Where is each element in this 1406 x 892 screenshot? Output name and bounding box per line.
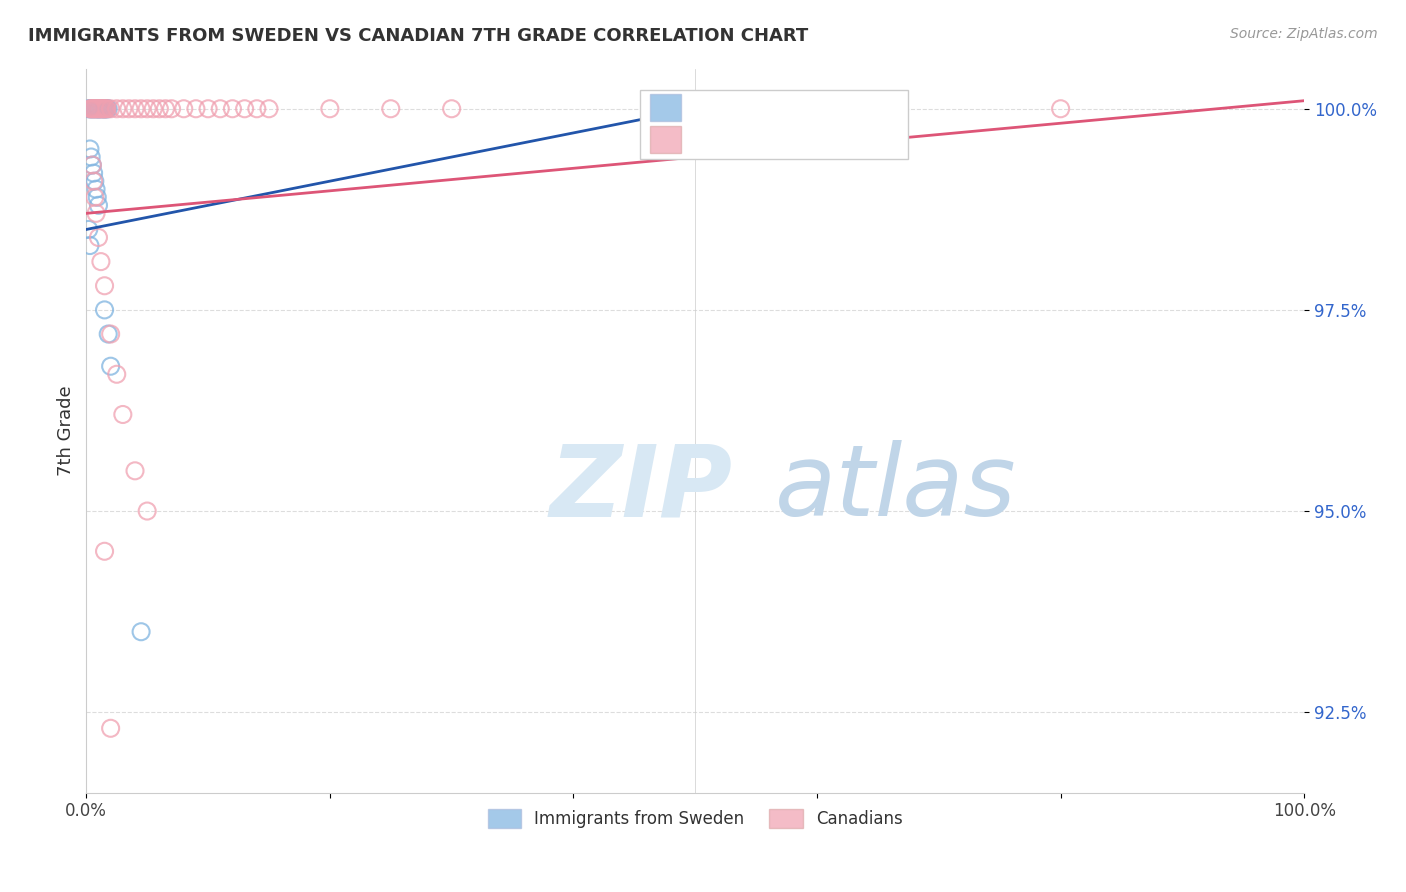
Point	[246, 102, 269, 116]
Point	[380, 102, 402, 116]
Point	[124, 102, 146, 116]
Point	[90, 102, 112, 116]
Point	[93, 544, 115, 558]
Text: atlas: atlas	[775, 440, 1017, 537]
Point	[745, 102, 768, 116]
Point	[93, 102, 115, 116]
Point	[233, 102, 256, 116]
Point	[86, 190, 108, 204]
Point	[105, 102, 128, 116]
Point	[87, 230, 110, 244]
Point	[806, 102, 828, 116]
Text: R = 0.314    N = 33: R = 0.314 N = 33	[693, 103, 855, 121]
Point	[77, 102, 100, 116]
Point	[82, 158, 104, 172]
Text: Source: ZipAtlas.com: Source: ZipAtlas.com	[1230, 27, 1378, 41]
Point	[93, 102, 115, 116]
Point	[136, 504, 159, 518]
Point	[87, 102, 110, 116]
Point	[91, 102, 114, 116]
Point	[93, 278, 115, 293]
Text: R = 0.367    N = 54: R = 0.367 N = 54	[693, 136, 855, 153]
Point	[155, 102, 177, 116]
Point	[1049, 102, 1071, 116]
Point	[129, 624, 152, 639]
Point	[94, 102, 117, 116]
Point	[118, 102, 141, 116]
Point	[84, 102, 107, 116]
Point	[84, 182, 107, 196]
Point	[90, 102, 112, 116]
Point	[136, 102, 159, 116]
Point	[93, 102, 115, 116]
FancyBboxPatch shape	[641, 90, 908, 159]
Point	[89, 102, 111, 116]
FancyBboxPatch shape	[650, 126, 681, 153]
Point	[79, 142, 101, 156]
Point	[100, 326, 122, 341]
Legend: Immigrants from Sweden, Canadians: Immigrants from Sweden, Canadians	[481, 803, 910, 835]
Point	[111, 408, 134, 422]
Point	[148, 102, 170, 116]
Point	[257, 102, 280, 116]
Point	[93, 102, 115, 116]
Point	[87, 198, 110, 212]
Point	[79, 238, 101, 252]
Point	[77, 222, 100, 236]
Text: IMMIGRANTS FROM SWEDEN VS CANADIAN 7TH GRADE CORRELATION CHART: IMMIGRANTS FROM SWEDEN VS CANADIAN 7TH G…	[28, 27, 808, 45]
Point	[319, 102, 342, 116]
Point	[83, 174, 105, 188]
Point	[173, 102, 195, 116]
Point	[83, 102, 105, 116]
FancyBboxPatch shape	[650, 94, 681, 121]
Point	[100, 359, 122, 374]
Point	[87, 102, 110, 116]
Y-axis label: 7th Grade: 7th Grade	[58, 385, 75, 476]
Point	[80, 102, 103, 116]
Point	[100, 102, 122, 116]
Point	[94, 102, 117, 116]
Point	[93, 102, 115, 116]
Point	[93, 302, 115, 317]
Point	[87, 102, 110, 116]
Point	[82, 102, 104, 116]
Point	[184, 102, 207, 116]
Point	[83, 102, 105, 116]
Point	[79, 102, 101, 116]
Point	[209, 102, 232, 116]
Point	[97, 326, 120, 341]
Point	[86, 102, 108, 116]
Text: ZIP: ZIP	[550, 440, 733, 537]
Point	[129, 102, 152, 116]
Point	[221, 102, 243, 116]
Point	[83, 166, 105, 180]
Point	[96, 102, 118, 116]
Point	[142, 102, 165, 116]
Point	[83, 174, 105, 188]
Point	[100, 721, 122, 735]
Point	[79, 102, 101, 116]
Point	[84, 102, 107, 116]
Point	[197, 102, 219, 116]
Point	[82, 158, 104, 172]
Point	[83, 102, 105, 116]
Point	[84, 206, 107, 220]
Point	[160, 102, 183, 116]
Point	[105, 368, 128, 382]
Point	[91, 102, 114, 116]
Point	[80, 102, 103, 116]
Point	[82, 102, 104, 116]
Point	[83, 102, 105, 116]
Point	[124, 464, 146, 478]
Point	[89, 102, 111, 116]
Point	[96, 102, 118, 116]
Point	[111, 102, 134, 116]
Point	[83, 190, 105, 204]
Point	[80, 150, 103, 164]
Point	[86, 102, 108, 116]
Point	[440, 102, 463, 116]
Point	[97, 102, 120, 116]
Point	[90, 254, 112, 268]
